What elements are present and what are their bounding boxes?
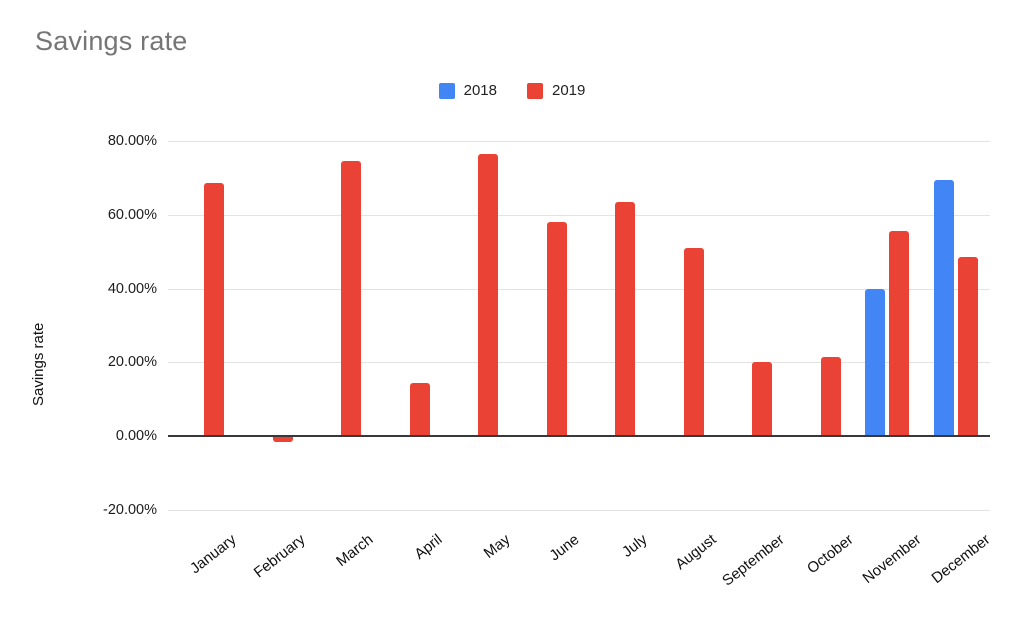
- bar-2018-november: [865, 288, 886, 437]
- gridline: [168, 510, 990, 511]
- bar-2019-september: [752, 362, 773, 437]
- gridline: [168, 362, 990, 364]
- bar-2019-july: [615, 201, 636, 437]
- legend-item-2018: 2018: [438, 82, 497, 99]
- bar-2019-august: [683, 248, 704, 437]
- y-tick-label: 0.00%: [115, 428, 157, 445]
- legend-swatch-icon: [438, 82, 455, 99]
- x-axis-baseline: [168, 435, 990, 438]
- gridline: [168, 214, 990, 216]
- gridline: [168, 288, 990, 290]
- chart-title: Savings rate: [35, 26, 188, 56]
- bar-2019-october: [820, 356, 841, 437]
- y-tick-label: 80.00%: [107, 133, 157, 149]
- chart-legend: 2018 2019: [0, 82, 1024, 99]
- y-tick-label: -20.00%: [102, 502, 157, 518]
- y-tick-label: 20.00%: [107, 354, 157, 371]
- legend-item-2019: 2019: [527, 82, 585, 99]
- gridline: [168, 141, 990, 142]
- bar-2019-february: [272, 436, 293, 442]
- legend-swatch-icon: [527, 82, 543, 99]
- legend-label: 2019: [552, 82, 586, 99]
- bar-2019-january: [204, 183, 225, 437]
- y-tick-label: 40.00%: [107, 280, 157, 297]
- bar-2019-june: [546, 222, 567, 437]
- y-axis-title: Savings rate: [30, 322, 47, 406]
- bar-2019-march: [341, 161, 362, 437]
- bar-2018-december: [933, 179, 954, 437]
- legend-label: 2018: [463, 82, 497, 99]
- bar-2019-december: [957, 257, 978, 437]
- y-tick-label: 60.00%: [107, 206, 157, 223]
- bar-2019-november: [889, 231, 910, 437]
- bar-2019-april: [409, 382, 430, 437]
- bar-2019-may: [478, 153, 499, 437]
